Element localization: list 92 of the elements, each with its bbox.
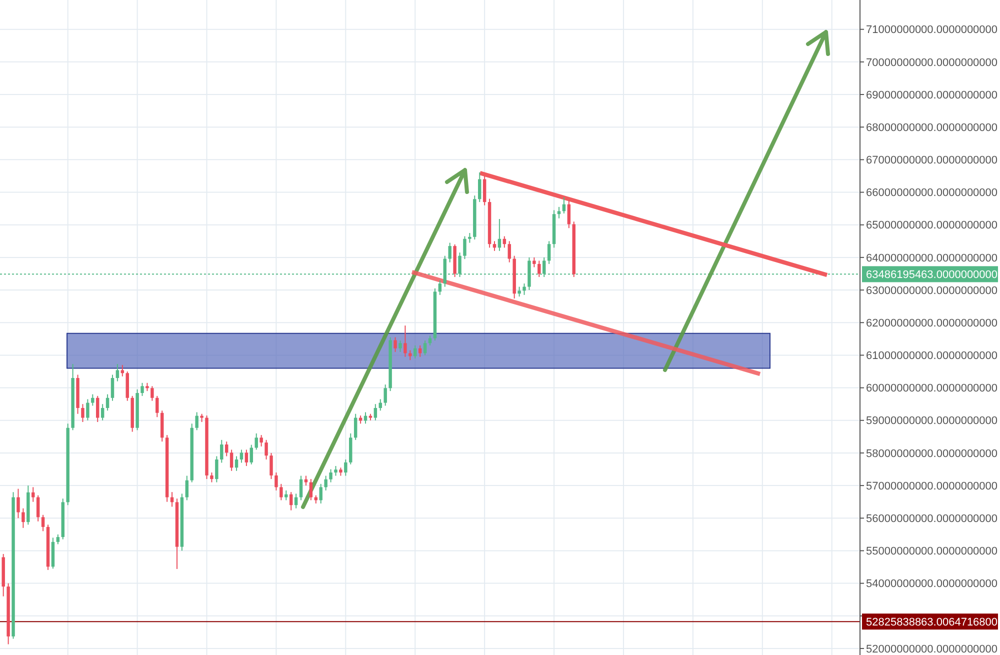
candlestick bbox=[408, 350, 412, 361]
candlestick bbox=[260, 434, 263, 447]
candlestick bbox=[482, 175, 486, 206]
candlestick bbox=[100, 404, 104, 421]
candlestick bbox=[463, 236, 466, 260]
candlestick bbox=[438, 280, 442, 296]
y-tick-label: 52000000000.0000000000 bbox=[866, 643, 998, 655]
candlestick bbox=[270, 452, 273, 480]
candlestick bbox=[81, 404, 84, 423]
candlestick bbox=[334, 465, 338, 476]
candlestick bbox=[404, 325, 407, 358]
y-tick-label: 71000000000.0000000000 bbox=[866, 24, 998, 36]
candlestick bbox=[41, 514, 45, 532]
candlestick bbox=[344, 458, 348, 476]
candlestick bbox=[86, 398, 90, 421]
candlestick bbox=[284, 490, 288, 501]
candlestick bbox=[374, 404, 378, 421]
candlestick bbox=[557, 206, 561, 219]
candlestick bbox=[210, 472, 214, 483]
candlestick bbox=[538, 260, 541, 278]
candlestick bbox=[522, 283, 526, 296]
candlestick bbox=[324, 475, 328, 491]
y-tick-label: 55000000000.0000000000 bbox=[866, 546, 998, 558]
y-tick-label: 62000000000.0000000000 bbox=[866, 317, 998, 330]
ref-line-label: 63486195463.0000000000 bbox=[866, 269, 998, 282]
candlestick bbox=[240, 449, 244, 464]
candlestick bbox=[299, 475, 303, 501]
candlestick bbox=[96, 395, 100, 423]
ref-line-label: 52825838863.0064716800 bbox=[866, 616, 998, 628]
candlestick bbox=[106, 394, 110, 412]
candlestick bbox=[220, 439, 224, 464]
candlestick bbox=[254, 432, 258, 450]
y-tick-label: 64000000000.0000000000 bbox=[866, 252, 998, 264]
y-tick-label: 65000000000.0000000000 bbox=[866, 220, 998, 232]
candlestick bbox=[16, 488, 20, 519]
candlestick bbox=[423, 340, 427, 356]
y-tick-label: 57000000000.0000000000 bbox=[866, 480, 998, 492]
candlestick bbox=[280, 483, 283, 501]
candlestick bbox=[498, 218, 502, 252]
y-tick-label: 68000000000.0000000000 bbox=[866, 122, 998, 134]
y-tick-label: 59000000000.0000000000 bbox=[866, 415, 998, 428]
candlestick bbox=[384, 384, 387, 406]
candlestick bbox=[492, 240, 496, 252]
y-tick-label: 70000000000.0000000000 bbox=[866, 56, 998, 69]
y-tick-label: 69000000000.0000000000 bbox=[866, 89, 998, 102]
candlestick bbox=[502, 236, 506, 248]
y-tick-label: 56000000000.0000000000 bbox=[866, 512, 998, 525]
candlestick bbox=[354, 413, 358, 440]
candlestick bbox=[230, 449, 234, 472]
candlestick bbox=[110, 374, 114, 402]
candlestick bbox=[32, 486, 35, 502]
candlestick bbox=[185, 475, 189, 501]
candlestick bbox=[518, 286, 521, 298]
candlestick bbox=[329, 468, 332, 483]
candlestick bbox=[398, 340, 402, 352]
y-tick-label: 67000000000.0000000000 bbox=[866, 154, 998, 167]
y-tick-label: 61000000000.0000000000 bbox=[866, 350, 998, 362]
candlestick bbox=[394, 336, 397, 352]
candlestick bbox=[195, 412, 198, 431]
candlestick bbox=[264, 439, 268, 460]
candlestick bbox=[215, 456, 218, 483]
candlestick bbox=[22, 508, 25, 528]
candlestick bbox=[120, 364, 124, 377]
y-tick-label: 63000000000.0000000000 bbox=[866, 284, 998, 297]
candlestick bbox=[224, 441, 228, 457]
y-tick-label: 66000000000.0000000000 bbox=[866, 187, 998, 200]
candlestick bbox=[508, 240, 511, 263]
y-tick-label: 54000000000.0000000000 bbox=[866, 578, 998, 590]
candlestick bbox=[289, 492, 293, 511]
candlestick bbox=[250, 444, 254, 465]
candlestick bbox=[140, 382, 144, 396]
candlestick bbox=[448, 242, 452, 263]
candlestick bbox=[156, 395, 159, 418]
candlestick bbox=[319, 483, 322, 504]
candlestick bbox=[532, 256, 536, 268]
candlestick bbox=[468, 232, 472, 244]
candlestick bbox=[234, 456, 238, 472]
candlestick bbox=[91, 394, 94, 406]
candlestick bbox=[547, 240, 551, 264]
candlestick bbox=[304, 475, 308, 486]
candlestick bbox=[567, 200, 571, 229]
candlestick bbox=[116, 363, 120, 382]
candlestick bbox=[56, 534, 60, 545]
candlestick bbox=[244, 449, 248, 466]
candlestick bbox=[36, 494, 40, 522]
candlestick bbox=[150, 386, 154, 402]
candlestick bbox=[378, 398, 382, 412]
y-tick-label: 60000000000.0000000000 bbox=[866, 382, 998, 395]
candlestick bbox=[309, 478, 313, 501]
y-tick-label: 58000000000.0000000000 bbox=[866, 448, 998, 460]
candlestick bbox=[274, 472, 278, 491]
candlestick bbox=[478, 172, 482, 203]
